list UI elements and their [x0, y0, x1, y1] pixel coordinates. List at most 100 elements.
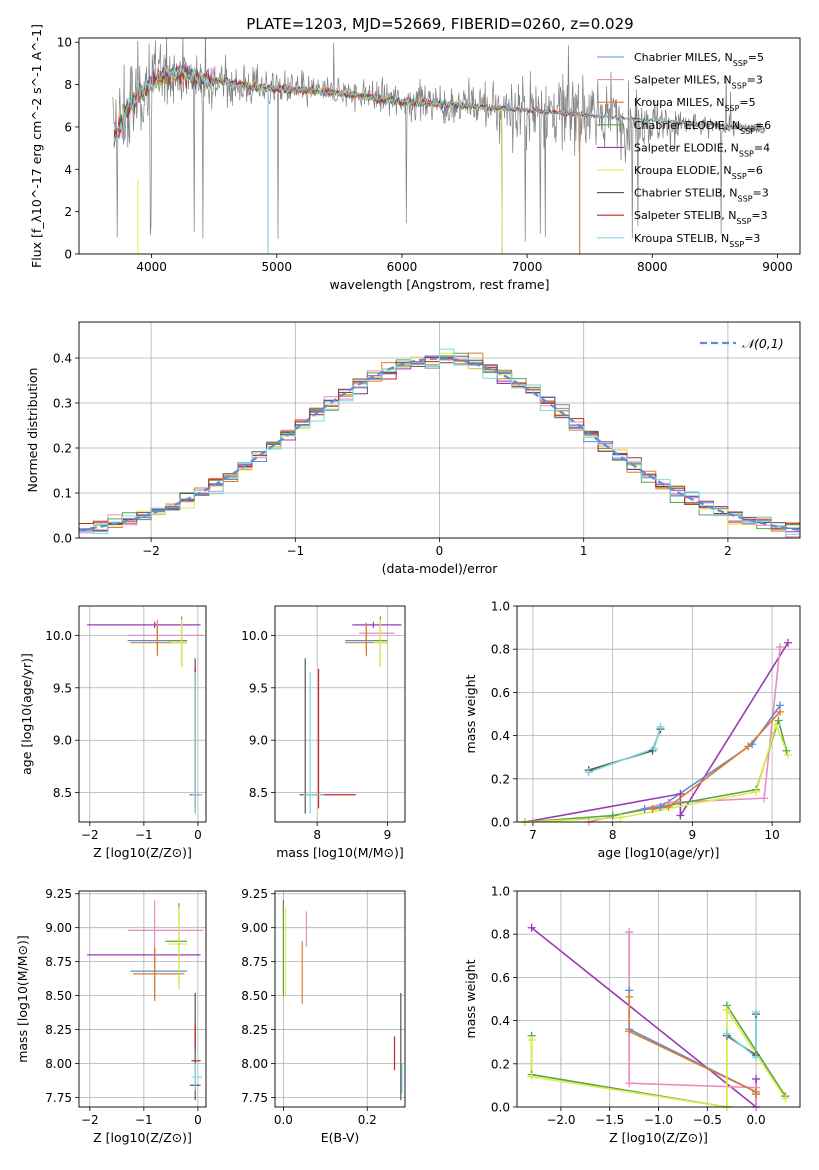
- axes-frame: [516, 605, 801, 823]
- weight-marker: [640, 805, 649, 814]
- legend-label: Salpeter ELODIE, NSSP=4: [634, 141, 770, 158]
- y-tick-label: 0.4: [491, 729, 510, 743]
- weight-line-7: [588, 726, 662, 774]
- panel-mass-vs-Z: −2 −1 0 7.75 8.00 8.25 8.50 8.75 9.00 9.25 Z [log1…: [15, 887, 207, 1145]
- legend-value: =3: [751, 209, 767, 222]
- y-axis-label: Normed distribution: [25, 368, 40, 493]
- y-axis-label: mass weight: [463, 674, 478, 753]
- weight-marker: [776, 707, 785, 716]
- x-axis-label: wavelength [Angstrom, rest frame]: [329, 277, 549, 292]
- y-tick-label: 0.6: [491, 971, 510, 985]
- y-tick-label: 6: [64, 120, 72, 134]
- x-tick-label: 7000: [512, 260, 543, 274]
- y-tick-label: 0.8: [491, 643, 510, 657]
- x-tick-label: 4000: [136, 260, 167, 274]
- y-tick-label: 0.2: [491, 772, 510, 786]
- panel-age-vs-Z: −2 −1 0 8.5 9.0 9.5 10.0 Z [log10(Z/Z⊙)] age [lo…: [19, 605, 207, 860]
- x-tick-label: 0: [194, 828, 202, 842]
- legend-value: =3: [753, 187, 769, 200]
- x-tick-label: 0.0: [747, 1113, 766, 1127]
- x-tick-label: −2: [142, 544, 160, 558]
- y-tick-label: 0.4: [53, 352, 72, 366]
- legend-subscript: SSP: [729, 239, 744, 248]
- y-tick-label: 8.50: [241, 989, 268, 1003]
- legend-label: Kroupa STELIB, NSSP=3: [634, 232, 760, 249]
- y-axis-label: mass [log10(M/M⊙)]: [15, 935, 30, 1063]
- weight-marker: [608, 811, 617, 820]
- x-tick-label: 1: [580, 544, 588, 558]
- y-tick-label: 10: [57, 36, 72, 50]
- weight-marker: [625, 1079, 634, 1088]
- y-tick-label: 8.5: [249, 786, 268, 800]
- weight-marker: [676, 789, 685, 798]
- y-tick-label: 7.75: [45, 1091, 72, 1105]
- legend-subscript: SSP: [733, 59, 748, 68]
- y-tick-label: 1.0: [491, 885, 510, 899]
- panel-residual-hist: −2 −1 0 1 2 0.0 0.1 0.2 0.3 0.4 (data-model)/error…: [25, 321, 801, 576]
- y-tick-label: 8.75: [45, 955, 72, 969]
- weight-marker: [752, 1074, 761, 1083]
- y-tick-label: 7.75: [241, 1091, 268, 1105]
- y-tick-label: 8.00: [241, 1057, 268, 1071]
- y-axis-label: age [log10(age/yr)]: [19, 653, 34, 775]
- legend-value: =5: [739, 96, 755, 109]
- weight-marker: [656, 802, 665, 811]
- x-tick-label: 0: [436, 544, 444, 558]
- y-tick-label: 8.00: [45, 1057, 72, 1071]
- legend-value: =5: [748, 51, 764, 64]
- weight-line-2: [644, 704, 781, 810]
- weight-marker: [625, 1027, 634, 1036]
- x-axis-label: Z [log10(Z/Z⊙)]: [93, 1130, 192, 1145]
- y-tick-label: 9.00: [45, 921, 72, 935]
- x-axis-label: mass [log10(M/M⊙)]: [276, 845, 404, 860]
- x-tick-label: −2.0: [546, 1113, 575, 1127]
- x-tick-label: 9000: [762, 260, 793, 274]
- legend: Chabrier MILES, NSSP=5 Salpeter MILES, NS…: [597, 51, 771, 248]
- weight-marker: [527, 923, 536, 932]
- y-tick-label: 10.0: [45, 629, 72, 643]
- weight-line-5: [530, 1007, 787, 1107]
- weight-marker: [744, 742, 753, 751]
- weight-marker: [625, 992, 634, 1001]
- y-tick-label: 4: [64, 163, 72, 177]
- histogram-8: [79, 348, 800, 535]
- legend-label: Salpeter MILES, NSSP=3: [634, 74, 763, 91]
- y-tick-label: 0.0: [53, 532, 72, 546]
- y-tick-label: 8.5: [53, 786, 72, 800]
- legend-subscript: SSP: [739, 149, 754, 158]
- x-tick-label: 2: [724, 544, 732, 558]
- weight-marker: [776, 643, 785, 652]
- weight-marker: [650, 744, 659, 753]
- legend-label: Chabrier ELODIE, NSSP=6: [634, 119, 771, 136]
- x-axis-label: (data-model)/error: [382, 561, 499, 576]
- weight-marker: [664, 802, 673, 811]
- weight-marker: [772, 720, 781, 729]
- weight-marker: [676, 811, 685, 820]
- weight-marker: [722, 1029, 731, 1038]
- plot-area: [79, 348, 800, 538]
- axes-frame: [516, 890, 801, 1108]
- x-tick-label: 10: [764, 828, 779, 842]
- y-axis-label: mass weight: [463, 959, 478, 1038]
- x-tick-label: 8000: [637, 260, 668, 274]
- axes-frame: [78, 321, 801, 539]
- legend-subscript: SSP: [732, 81, 747, 90]
- legend-label: Chabrier STELIB, NSSP=3: [634, 187, 769, 204]
- weight-marker: [784, 638, 793, 647]
- y-tick-label: 0.0: [491, 816, 510, 830]
- x-axis-label: Z [log10(Z/Z⊙)]: [93, 845, 192, 860]
- weight-marker: [752, 1007, 761, 1016]
- y-tick-label: 9.5: [53, 681, 72, 695]
- legend-value: =4: [754, 141, 770, 154]
- weight-line-3: [652, 711, 781, 810]
- plot-area: [524, 642, 789, 822]
- x-tick-label: 8: [609, 828, 617, 842]
- x-tick-label: −1: [135, 828, 153, 842]
- legend-value: =3: [744, 232, 760, 245]
- legend-subscript: SSP: [738, 194, 753, 203]
- y-tick-label: 0.1: [53, 487, 72, 501]
- x-tick-label: −2: [81, 1113, 99, 1127]
- axes-frame: [274, 605, 406, 823]
- weight-marker: [584, 768, 593, 777]
- plot-area: [87, 616, 204, 814]
